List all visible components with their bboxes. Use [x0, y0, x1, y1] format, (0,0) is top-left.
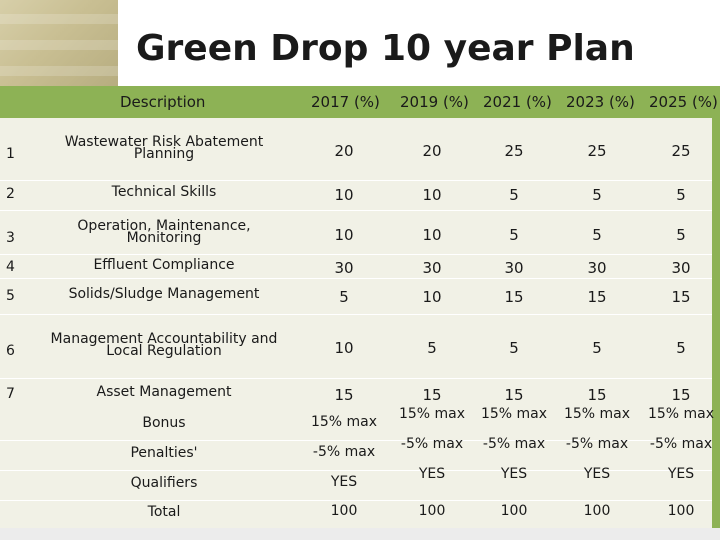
header-year-2017: 2017 (%) — [311, 93, 380, 111]
header-year-2023: 2023 (%) — [566, 93, 635, 111]
extra-value: 100 — [583, 503, 611, 519]
row-description-line: Operation, Maintenance, — [77, 218, 251, 234]
corner-photo — [0, 0, 118, 86]
extra-value: -5% max — [482, 436, 546, 452]
extra-value: 15% max — [480, 406, 548, 422]
row-value: 15 — [671, 288, 691, 306]
header-year-2025: 2025 (%) — [649, 93, 718, 111]
row-value: 30 — [587, 259, 607, 277]
row-description: Operation, Maintenance, Monitoring — [40, 218, 288, 246]
row-value: 5 — [592, 226, 602, 244]
row-description-line: Planning — [133, 146, 195, 162]
extra-value: 15% max — [398, 406, 466, 422]
row-value: 30 — [671, 259, 691, 277]
extra-label: Total — [147, 504, 181, 520]
row-description: Wastewater Risk Abatement Planning — [40, 134, 288, 162]
row-description: Management Accountability and Local Regul… — [40, 331, 288, 359]
row-value: 5 — [427, 339, 437, 357]
row-value: 5 — [676, 339, 686, 357]
row-value: 25 — [671, 142, 691, 160]
row-value: 5 — [592, 339, 602, 357]
row-description-line: Management Accountability and — [50, 331, 278, 347]
extra-value: YES — [500, 466, 528, 482]
extra-value: 15% max — [563, 406, 631, 422]
row-value: 25 — [587, 142, 607, 160]
extra-value: YES — [330, 474, 358, 490]
row-value: 30 — [334, 259, 354, 277]
extra-value: 100 — [418, 503, 446, 519]
extra-value: -5% max — [565, 436, 629, 452]
footer-bar — [0, 528, 720, 540]
row-description-line: Asset Management — [96, 384, 232, 400]
extra-label: Qualifiers — [130, 475, 198, 491]
row-value: 15 — [671, 386, 691, 404]
row-value: 5 — [509, 339, 519, 357]
row-value: 5 — [339, 288, 349, 306]
row-description: Solids/Sludge Management — [40, 286, 288, 302]
row-value: 5 — [509, 226, 519, 244]
row-value: 30 — [504, 259, 524, 277]
extra-value: 100 — [500, 503, 528, 519]
row-number: 5 — [6, 288, 15, 304]
row-value: 20 — [334, 142, 354, 160]
row-description-line: Technical Skills — [111, 184, 217, 200]
row-value: 10 — [422, 288, 442, 306]
row-number: 6 — [6, 343, 15, 359]
extra-value: YES — [583, 466, 611, 482]
row-value: 10 — [422, 226, 442, 244]
table-header: Description 2017 (%) 2019 (%) 2021 (%) 2… — [0, 86, 720, 118]
row-value: 5 — [509, 186, 519, 204]
accent-strip — [712, 118, 720, 528]
row-value: 15 — [422, 386, 442, 404]
row-description: Asset Management — [40, 384, 288, 400]
row-description-line: Local Regulation — [106, 343, 222, 359]
row-value: 20 — [422, 142, 442, 160]
row-description-line: Solids/Sludge Management — [68, 286, 260, 302]
extra-value: YES — [667, 466, 695, 482]
row-value: 5 — [592, 186, 602, 204]
page-title: Green Drop 10 year Plan — [136, 28, 635, 69]
header-year-2019: 2019 (%) — [400, 93, 469, 111]
extra-value: YES — [418, 466, 446, 482]
extra-label: Bonus — [142, 415, 186, 431]
extra-value: 100 — [667, 503, 695, 519]
row-number: 1 — [6, 146, 15, 162]
row-value: 10 — [334, 186, 354, 204]
row-value: 5 — [676, 186, 686, 204]
row-description-line: Effluent Compliance — [93, 257, 235, 273]
row-description-line: Wastewater Risk Abatement — [64, 134, 264, 150]
row-value: 15 — [334, 386, 354, 404]
extra-value: 100 — [330, 503, 358, 519]
row-value: 25 — [504, 142, 524, 160]
extra-value: -5% max — [400, 436, 464, 452]
table-body — [0, 118, 720, 528]
extra-value: 15% max — [647, 406, 715, 422]
row-number: 3 — [6, 230, 15, 246]
extra-value: -5% max — [312, 444, 376, 460]
row-value: 15 — [504, 386, 524, 404]
row-value: 15 — [587, 288, 607, 306]
row-description-line: Monitoring — [126, 230, 202, 246]
row-description: Effluent Compliance — [40, 257, 288, 273]
header-description: Description — [120, 93, 206, 111]
row-value: 15 — [504, 288, 524, 306]
row-value: 30 — [422, 259, 442, 277]
row-value: 10 — [422, 186, 442, 204]
row-value: 15 — [587, 386, 607, 404]
row-number: 4 — [6, 259, 15, 275]
row-description: Technical Skills — [40, 184, 288, 200]
row-number: 7 — [6, 386, 15, 402]
extra-label: Penalties' — [130, 445, 198, 461]
header-year-2021: 2021 (%) — [483, 93, 552, 111]
row-value: 10 — [334, 226, 354, 244]
row-value: 10 — [334, 339, 354, 357]
row-number: 2 — [6, 186, 15, 202]
extra-value: 15% max — [310, 414, 378, 430]
row-value: 5 — [676, 226, 686, 244]
extra-value: -5% max — [649, 436, 713, 452]
